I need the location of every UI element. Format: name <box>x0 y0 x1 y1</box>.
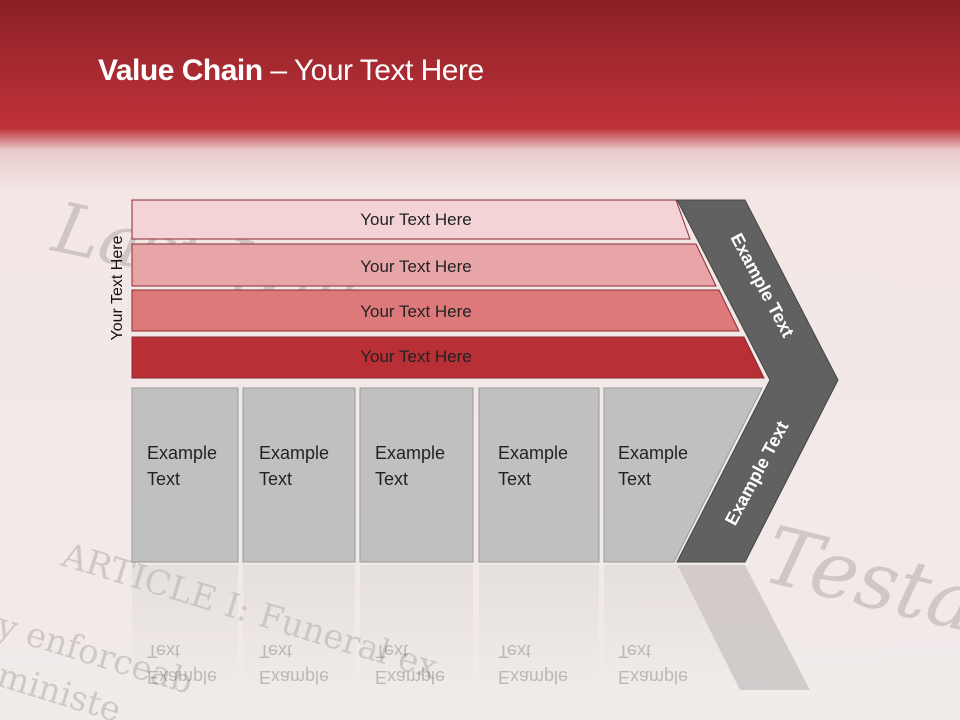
box-labels: Example Text Example Text Example Text E… <box>147 443 688 489</box>
side-label: Your Text Here <box>109 235 126 340</box>
reflection: Example Text Example Text Example Text E… <box>132 565 810 695</box>
reflection-text: Text <box>618 641 651 661</box>
bar-1-label: Your Text Here <box>360 210 472 229</box>
box-2-line1: Example <box>259 443 329 463</box>
box-4-line1: Example <box>498 443 568 463</box>
reflection-text: Example <box>259 667 329 687</box>
box-3-line1: Example <box>375 443 445 463</box>
bar-2[interactable] <box>131 243 717 287</box>
bar-4-label: Your Text Here <box>360 347 472 366</box>
reflection-text: Example <box>498 667 568 687</box>
bar-4[interactable] <box>131 336 765 379</box>
box-5-line2: Text <box>618 469 651 489</box>
box-1[interactable] <box>131 387 239 563</box>
reflection-text: Text <box>375 641 408 661</box>
box-3[interactable] <box>359 387 474 563</box>
boxes-group <box>131 387 763 563</box>
box-1-line2: Text <box>147 469 180 489</box>
reflection-text: Example <box>147 667 217 687</box>
reflection-text: Example <box>375 667 445 687</box>
box-4[interactable] <box>478 387 600 563</box>
bar-1[interactable] <box>131 199 691 240</box>
bar-3[interactable] <box>131 289 740 332</box>
slide-title: Value Chain – Your Text Here <box>98 54 484 88</box>
box-4-line2: Text <box>498 469 531 489</box>
chevron-arrow[interactable] <box>676 199 839 563</box>
box-2-line2: Text <box>259 469 292 489</box>
reflection-text: Text <box>259 641 292 661</box>
bar-2-label: Your Text Here <box>360 257 472 276</box>
box-2[interactable] <box>242 387 356 563</box>
box-5-line1: Example <box>618 443 688 463</box>
reflection-text: Text <box>147 641 180 661</box>
box-3-line2: Text <box>375 469 408 489</box>
bar-3-label: Your Text Here <box>360 302 472 321</box>
bg-photo-text: Testa <box>755 508 960 650</box>
bars-group: Your Text Here Your Text Here Your Text … <box>131 199 765 379</box>
title-rest: – Your Text Here <box>262 54 484 87</box>
box-5[interactable] <box>603 387 763 563</box>
box-1-line1: Example <box>147 443 217 463</box>
title-bold: Value Chain <box>98 54 263 87</box>
reflection-text: Example <box>618 667 688 687</box>
reflection-text: Text <box>498 641 531 661</box>
